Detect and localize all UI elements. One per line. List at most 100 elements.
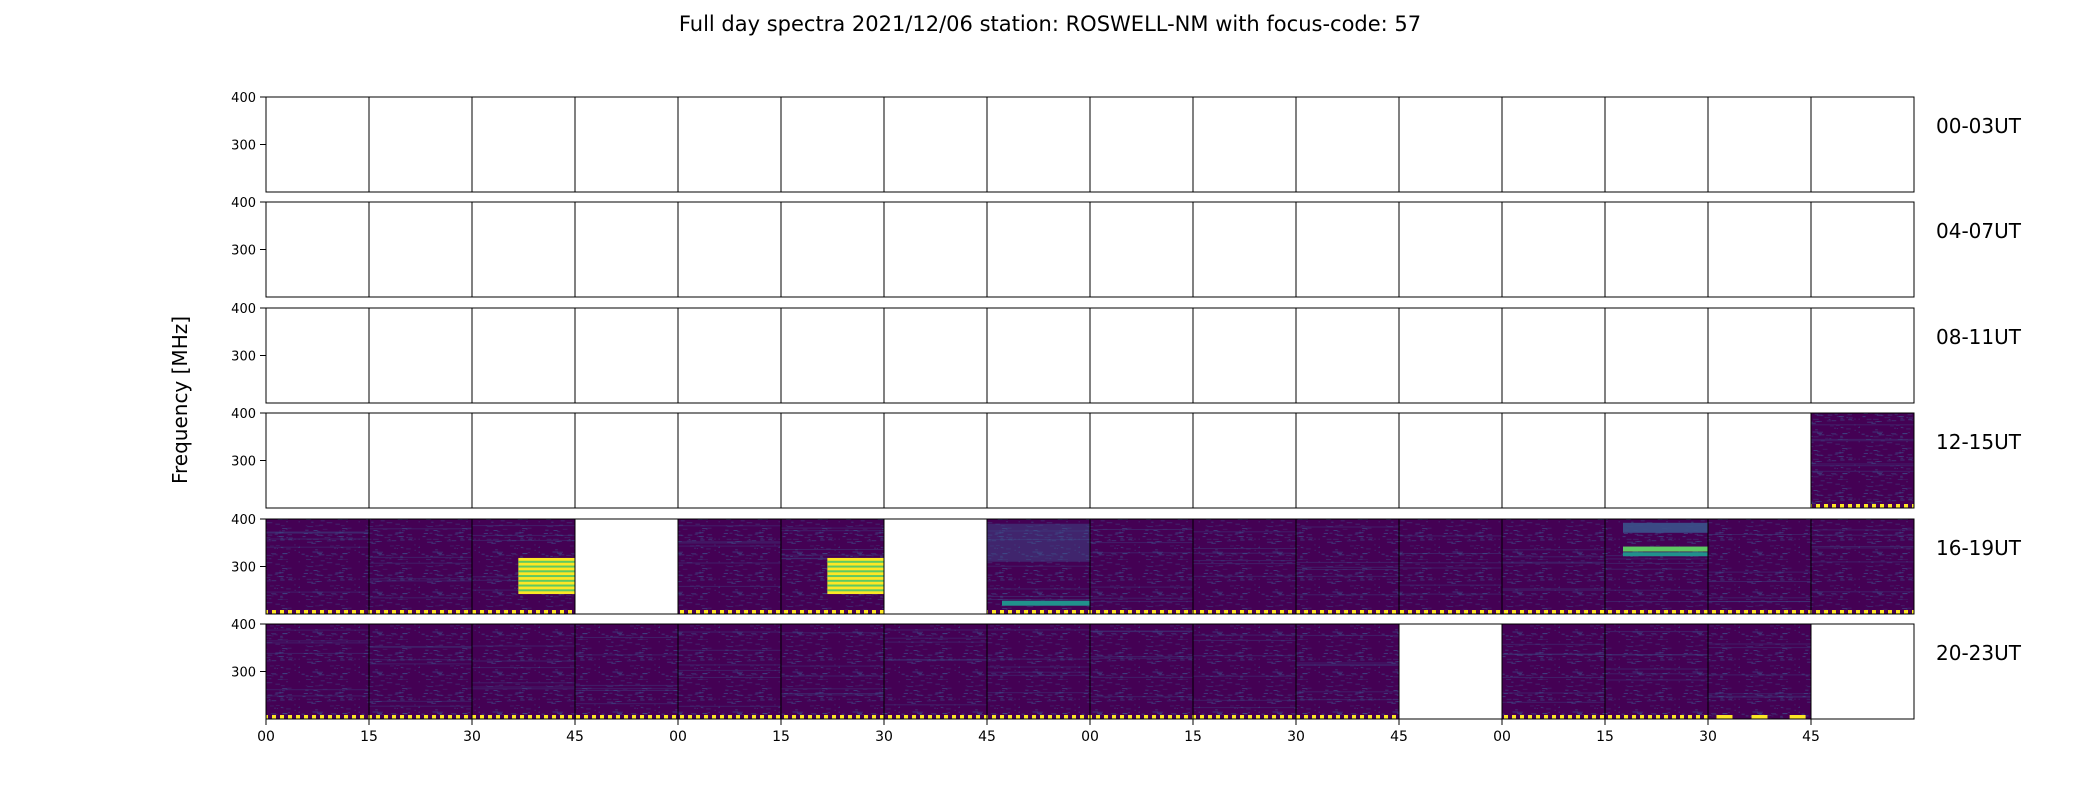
interference-line: [369, 580, 472, 582]
interference-line: [1708, 674, 1811, 676]
interference-line: [1502, 677, 1605, 678]
panel-frame: [1707, 96, 1812, 193]
interference-line: [884, 641, 987, 643]
interference-line: [1502, 556, 1605, 558]
interference-line: [1605, 558, 1708, 560]
x-tick-label: 00: [669, 729, 687, 745]
interference-line: [1399, 553, 1502, 554]
interference-line: [1502, 589, 1605, 591]
interference-line: [678, 541, 781, 543]
interference-line: [1605, 631, 1708, 633]
spectrum-background: [575, 624, 678, 719]
interference-line: [472, 525, 575, 527]
panel-frame: [1295, 201, 1400, 298]
interference-line: [266, 629, 369, 631]
interference-line: [1090, 630, 1193, 632]
y-tick-label: 400: [231, 91, 256, 106]
spectrum-panel: [1604, 623, 1709, 720]
panel-frame: [574, 307, 679, 404]
x-tick-label: 30: [1699, 729, 1717, 745]
interference-line: [678, 545, 781, 547]
panel-frame: [471, 201, 576, 298]
spectrum-background: [987, 519, 1090, 614]
timeline-marker: [1502, 715, 1605, 719]
y-tick-label: 300: [231, 350, 256, 365]
interference-line: [987, 596, 1090, 597]
interference-line: [1811, 546, 1914, 547]
interference-line: [1605, 654, 1708, 656]
interference-line: [1811, 591, 1914, 593]
interference-line: [987, 671, 1090, 673]
interference-line: [1502, 653, 1605, 655]
interference-line: [1399, 567, 1502, 569]
spectrum-panel: [780, 518, 885, 615]
interference-line: [1811, 438, 1914, 440]
panel-frame: [1604, 307, 1709, 404]
interference-line: [1193, 548, 1296, 549]
spectrum-panel: [1604, 307, 1709, 404]
interference-line: [1605, 654, 1708, 655]
interference-line: [1502, 562, 1605, 564]
interference-line: [575, 690, 678, 691]
spectra-row-12-15UT: 400 300 12-15UT: [231, 407, 2022, 509]
spectrum-panel: [1810, 201, 1915, 298]
burst-line: [827, 584, 884, 587]
panel-frame: [1295, 96, 1400, 193]
spectrum-panel: [1501, 518, 1606, 615]
panel-frame: [1398, 623, 1503, 720]
interference-line: [1708, 647, 1811, 649]
spectrum-panel: [986, 96, 1091, 193]
interference-line: [1708, 601, 1811, 603]
interference-line: [678, 562, 781, 564]
x-tick-label: 00: [1493, 729, 1511, 745]
spectrum-panel: [1501, 623, 1606, 720]
interference-line: [1811, 561, 1914, 563]
interference-line: [369, 705, 472, 707]
x-tick-label: 45: [1390, 729, 1408, 745]
spectrum-background: [678, 519, 781, 614]
spectra-row-00-03UT: 400 300 00-03UT: [231, 91, 2022, 193]
interference-line: [781, 554, 884, 556]
x-tick-label: 15: [1184, 729, 1202, 745]
x-tick-label: 30: [1287, 729, 1305, 745]
spectrum-panel: [677, 412, 782, 509]
interference-line: [1090, 586, 1193, 588]
emission-band: [1623, 546, 1708, 552]
interference-line: [1399, 584, 1502, 586]
panel-frame: [1604, 96, 1709, 193]
panel-frame: [1089, 412, 1194, 509]
interference-line: [1193, 639, 1296, 641]
spectrum-panel: [574, 307, 679, 404]
interference-line: [1296, 566, 1399, 568]
spectrum-background: [369, 624, 472, 719]
spectrum-panel: [1398, 307, 1503, 404]
spectrum-panel: [265, 201, 370, 298]
spectrum-panel: [1501, 201, 1606, 298]
interference-line: [987, 599, 1090, 600]
interference-line: [781, 632, 884, 634]
panel-frame: [780, 201, 885, 298]
interference-line: [678, 649, 781, 651]
panel-frame: [1295, 307, 1400, 404]
timeline-marker: [472, 715, 575, 719]
interference-line: [1296, 526, 1399, 528]
spectrum-panel: [471, 518, 576, 615]
spectrum-panel: [368, 412, 473, 509]
timeline-marker: [1708, 610, 1811, 614]
spectrum-panel: [1089, 307, 1194, 404]
interference-line: [1811, 534, 1914, 536]
panel-frame: [265, 96, 370, 193]
spectrum-panel: [677, 96, 782, 193]
spectrum-panel: [883, 623, 988, 720]
spectrum-panel: [883, 518, 988, 615]
interference-line: [1708, 696, 1811, 698]
interference-line: [1193, 560, 1296, 562]
spectrum-panel: [677, 518, 782, 615]
spectrum-panel: [574, 623, 679, 720]
spectrum-background: [987, 624, 1090, 719]
interference-line: [781, 694, 884, 696]
interference-line: [678, 631, 781, 633]
spectrum-panel: [368, 623, 473, 720]
timeline-marker: [1605, 610, 1708, 614]
spectrum-panel: [1707, 96, 1812, 193]
